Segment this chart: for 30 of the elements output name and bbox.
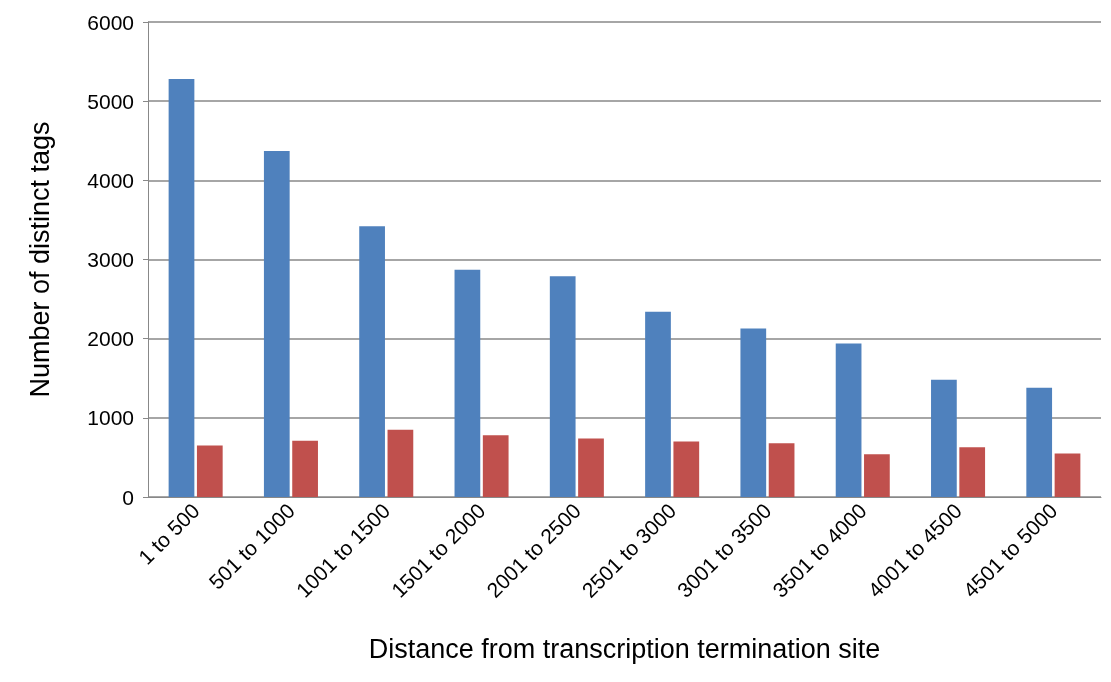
bar — [1026, 387, 1053, 497]
bar — [835, 343, 862, 497]
y-tick-label: 3000 — [87, 248, 134, 271]
y-tick-label: 6000 — [87, 10, 134, 34]
bar — [645, 311, 671, 497]
bar — [864, 454, 890, 497]
bar — [482, 435, 509, 497]
bar — [578, 438, 604, 497]
bar — [768, 443, 795, 497]
y-tick-label: 4000 — [87, 168, 134, 192]
bar — [673, 441, 700, 497]
bar — [931, 379, 957, 497]
bar — [359, 226, 385, 497]
bar — [454, 269, 481, 497]
bar — [740, 328, 767, 497]
bar — [168, 79, 195, 497]
bar — [263, 151, 290, 497]
y-axis-title: Number of distinct tags — [24, 121, 55, 398]
bar — [196, 445, 223, 497]
bar — [387, 429, 414, 497]
bar — [292, 440, 318, 497]
y-tick-label: 2000 — [87, 327, 134, 351]
y-tick-label: 5000 — [87, 89, 134, 113]
bar — [1054, 453, 1081, 497]
x-axis-title: Distance from transcription termination site — [368, 633, 881, 664]
bar — [959, 447, 986, 497]
bar — [549, 276, 576, 497]
y-tick-label: 1000 — [87, 406, 134, 430]
x-tick-label: 1 to 500 — [133, 498, 204, 569]
y-tick-label: 0 — [122, 485, 134, 509]
